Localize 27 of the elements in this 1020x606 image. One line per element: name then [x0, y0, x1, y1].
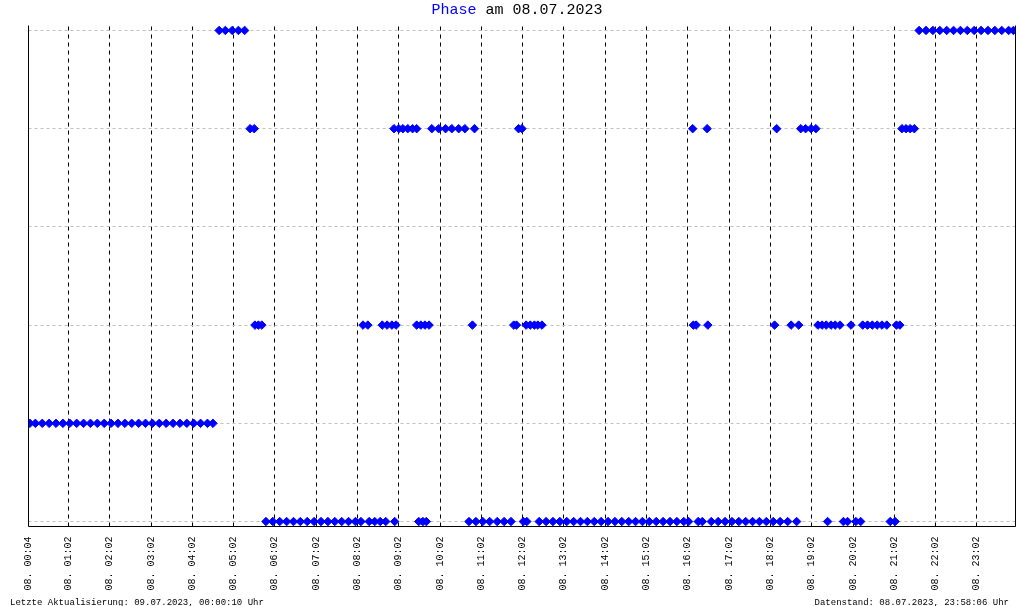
x-tick-label: 08. 03:02 — [145, 536, 157, 591]
x-tick-label: 08. 00:04 — [23, 536, 34, 591]
x-tick-label: 08. 15:02 — [641, 536, 653, 591]
x-tick-label: 08. 19:02 — [806, 536, 818, 591]
x-tick-label: 08. 11:02 — [475, 536, 487, 591]
x-tick-label: 08. 06:02 — [269, 536, 281, 591]
x-tick-label: 08. 12:02 — [517, 536, 529, 591]
x-tick-label: 08. 02:02 — [104, 536, 116, 591]
x-tick-label: 08. 23:02 — [971, 536, 983, 591]
x-tick-label: 08. 07:02 — [310, 536, 322, 591]
chart-title: Phase am 08.07.2023 — [431, 2, 603, 19]
text: Datenstand: 08.07.2023, 23:58:06 Uhr — [814, 598, 1009, 606]
x-tick-label: 08. 17:02 — [723, 536, 735, 591]
x-tick-label: 08. 22:02 — [930, 536, 942, 591]
x-tick-label: 08. 08:02 — [352, 536, 363, 591]
text: Letzte Aktualisierung: 09.07.2023, 00:00:10 Uhr — [10, 598, 264, 606]
x-tick-label: 08. 05:02 — [228, 536, 240, 591]
x-tick-label: 08. 20:02 — [847, 536, 859, 591]
x-tick-label: 08. 10:02 — [434, 536, 446, 591]
x-tick-label: 08. 18:02 — [764, 536, 776, 591]
x-tick-label: 08. 09:02 — [393, 536, 405, 591]
x-tick-label: 08. 13:02 — [558, 536, 570, 591]
x-tick-label: 08. 16:02 — [682, 536, 694, 591]
x-tick-label: 08. 14:02 — [599, 536, 611, 591]
x-tick-label: 08. 21:02 — [888, 536, 900, 591]
x-tick-label: 08. 01:02 — [62, 536, 74, 591]
x-tick-label: 08. 04:02 — [186, 536, 198, 591]
